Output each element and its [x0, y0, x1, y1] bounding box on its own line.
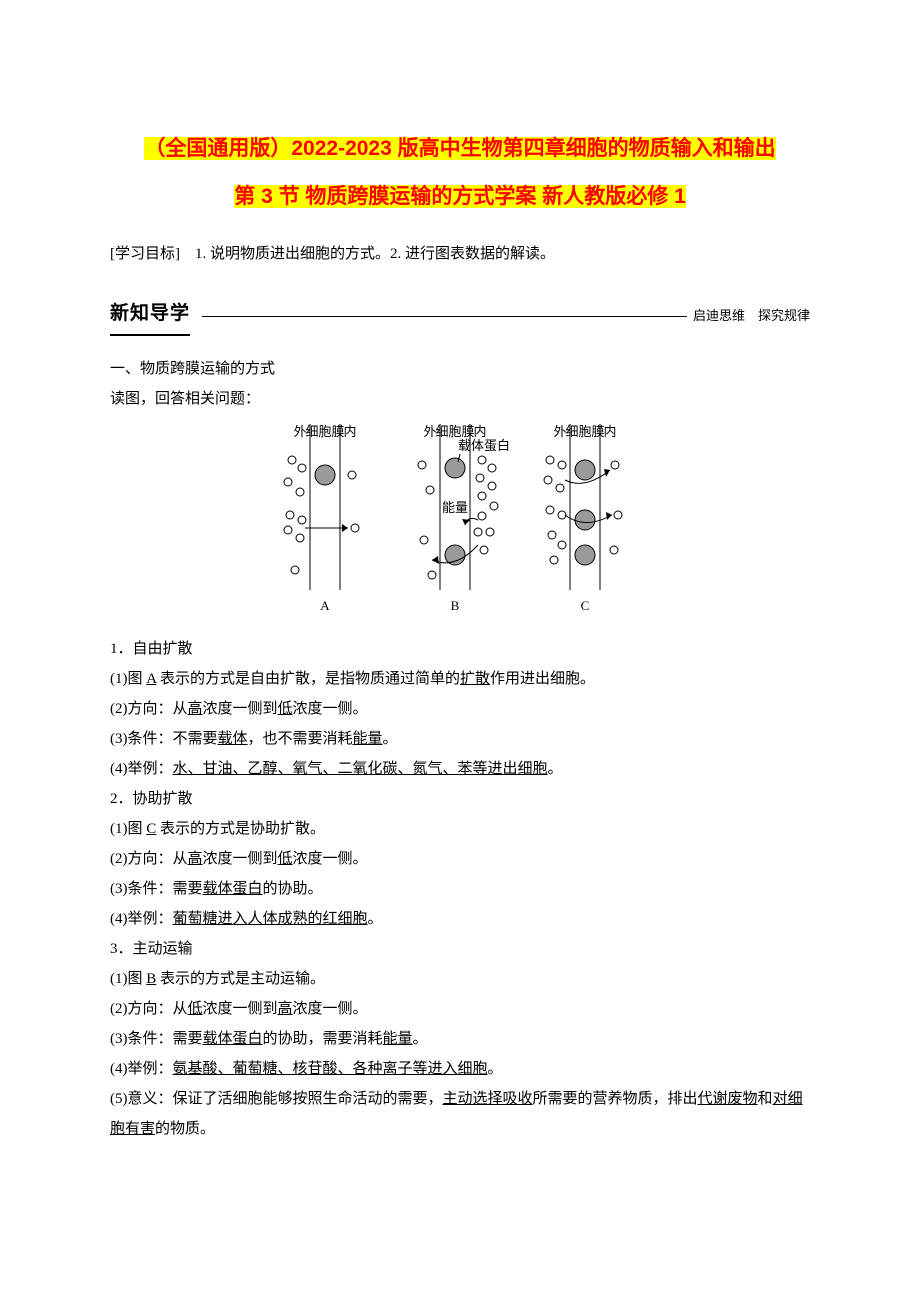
label-inner-c: 内 — [603, 424, 616, 439]
page: （全国通用版）2022-2023 版高中生物第四章细胞的物质输入和输出 第 3 … — [0, 0, 920, 1302]
section-header: 新知导学 启迪思维 探究规律 — [110, 296, 810, 336]
objective-text: 1. 说明物质进出细胞的方式。2. 进行图表数据的解读。 — [180, 246, 555, 262]
section-label: 新知导学 — [110, 296, 190, 336]
s1-3: (3)条件：不需要载体，也不需要消耗能量。 — [110, 724, 810, 754]
s3-2: (2)方向：从低浓度一侧到高浓度一侧。 — [110, 994, 810, 1024]
panel-label-c: C — [581, 598, 590, 613]
label-inner-a: 内 — [343, 424, 356, 439]
panel-label-b: B — [451, 598, 460, 613]
s1-title: 1．自由扩散 — [110, 634, 810, 664]
s1-2: (2)方向：从高浓度一侧到低浓度一侧。 — [110, 694, 810, 724]
membrane-diagram: 外 细胞膜 内 — [110, 420, 810, 631]
s2-2: (2)方向：从高浓度一侧到低浓度一侧。 — [110, 844, 810, 874]
s3-title: 3．主动运输 — [110, 934, 810, 964]
section-rule — [202, 316, 687, 317]
s3-1: (1)图 B 表示的方式是主动运输。 — [110, 964, 810, 994]
s3-3: (3)条件：需要载体蛋白的协助，需要消耗能量。 — [110, 1024, 810, 1054]
doc-title-line2: 第 3 节 物质跨膜运输的方式学案 新人教版必修 1 — [234, 185, 686, 208]
label-mid-c: 细胞膜 — [565, 424, 604, 439]
energy-label: 能量 — [442, 500, 468, 515]
title-block: （全国通用版）2022-2023 版高中生物第四章细胞的物质输入和输出 第 3 … — [110, 130, 810, 216]
s3-4: (4)举例：氨基酸、葡萄糖、核苷酸、各种离子等进入细胞。 — [110, 1054, 810, 1084]
diagram-svg: 外 细胞膜 内 — [260, 420, 660, 620]
intro-heading: 一、物质跨膜运输的方式 — [110, 354, 810, 384]
objective-label: [学习目标] — [110, 246, 180, 262]
intro-sub: 读图，回答相关问题： — [110, 384, 810, 414]
learning-objectives: [学习目标] 1. 说明物质进出细胞的方式。2. 进行图表数据的解读。 — [110, 240, 810, 269]
section-caption: 启迪思维 探究规律 — [693, 304, 810, 329]
s2-3: (3)条件：需要载体蛋白的协助。 — [110, 874, 810, 904]
s2-1: (1)图 C 表示的方式是协助扩散。 — [110, 814, 810, 844]
panel-label-a: A — [320, 598, 330, 613]
s2-4: (4)举例：葡萄糖进入人体成熟的红细胞。 — [110, 904, 810, 934]
label-mid-b: 细胞膜 — [435, 424, 474, 439]
doc-title-line1: （全国通用版）2022-2023 版高中生物第四章细胞的物质输入和输出 — [144, 137, 775, 160]
label-inner-b: 内 — [473, 424, 486, 439]
label-mid-a: 细胞膜 — [305, 424, 344, 439]
s1-1: (1)图 A 表示的方式是自由扩散，是指物质通过简单的扩散作用进出细胞。 — [110, 664, 810, 694]
s2-title: 2．协助扩散 — [110, 784, 810, 814]
s1-4: (4)举例：水、甘油、乙醇、氧气、二氧化碳、氮气、苯等进出细胞。 — [110, 754, 810, 784]
s3-5: (5)意义：保证了活细胞能够按照生命活动的需要，主动选择吸收所需要的营养物质，排… — [110, 1084, 810, 1144]
carrier-label: 载体蛋白 — [458, 438, 510, 453]
